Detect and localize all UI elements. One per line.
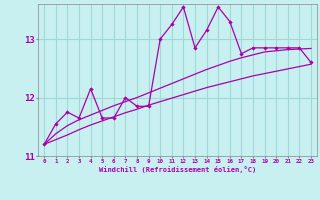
X-axis label: Windchill (Refroidissement éolien,°C): Windchill (Refroidissement éolien,°C): [99, 166, 256, 173]
